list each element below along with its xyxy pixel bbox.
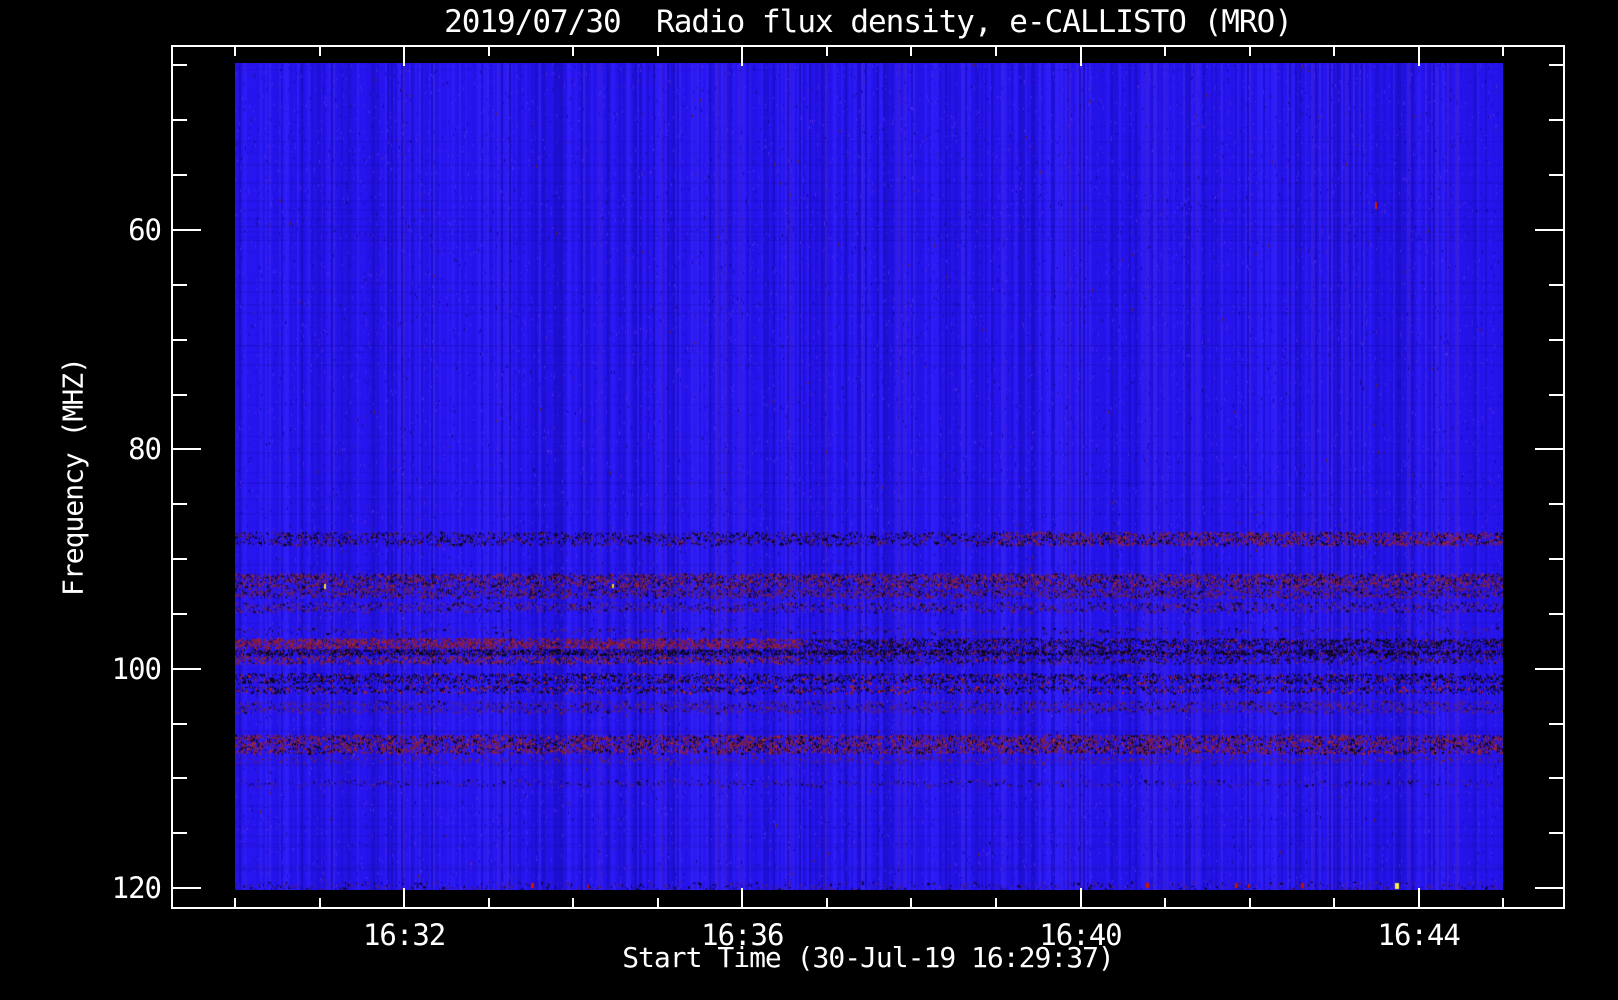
tick-mark (995, 47, 997, 56)
tick-mark (488, 898, 490, 907)
tick-mark (403, 47, 405, 66)
tick-mark (1080, 47, 1082, 66)
tick-mark (1535, 229, 1563, 231)
tick-mark (1549, 503, 1563, 505)
tick-mark (234, 47, 236, 56)
tick-mark (1549, 284, 1563, 286)
y-tick-label: 100 (111, 651, 162, 686)
tick-mark (173, 723, 187, 725)
tick-mark (1549, 174, 1563, 176)
tick-mark (173, 339, 187, 341)
tick-mark (173, 64, 187, 66)
tick-mark (1418, 888, 1420, 907)
x-tick-label: 16:40 (1039, 918, 1122, 952)
chart-title: 2019/07/30 Radio flux density, e-CALLIST… (444, 4, 1293, 40)
tick-mark (910, 898, 912, 907)
tick-mark (1549, 613, 1563, 615)
tick-mark (173, 119, 187, 121)
tick-mark (1549, 119, 1563, 121)
tick-mark (1164, 47, 1166, 56)
tick-mark (173, 229, 201, 231)
tick-mark (173, 668, 201, 670)
tick-mark (1535, 668, 1563, 670)
tick-mark (1418, 47, 1420, 66)
tick-mark (657, 47, 659, 56)
spectrogram-canvas (235, 63, 1503, 890)
tick-mark (1333, 47, 1335, 56)
tick-mark (1502, 898, 1504, 907)
tick-mark (826, 898, 828, 907)
tick-mark (403, 888, 405, 907)
tick-mark (572, 47, 574, 56)
tick-mark (1249, 47, 1251, 56)
tick-mark (319, 898, 321, 907)
y-tick-label: 80 (128, 432, 162, 467)
tick-mark (1549, 777, 1563, 779)
tick-mark (741, 888, 743, 907)
tick-mark (488, 47, 490, 56)
tick-mark (1535, 887, 1563, 889)
tick-mark (173, 394, 187, 396)
tick-mark (1333, 898, 1335, 907)
tick-mark (826, 47, 828, 56)
tick-mark (173, 448, 201, 450)
tick-mark (910, 47, 912, 56)
tick-mark (1549, 558, 1563, 560)
tick-mark (572, 898, 574, 907)
tick-mark (1502, 47, 1504, 56)
tick-mark (173, 284, 187, 286)
y-tick-label: 60 (128, 213, 162, 247)
y-tick-label: 120 (111, 871, 162, 906)
tick-mark (173, 558, 187, 560)
y-axis-title: Frequency (MHZ) (56, 358, 90, 596)
x-axis-title: Start Time (30-Jul-19 16:29:37) (622, 941, 1115, 974)
tick-mark (1164, 898, 1166, 907)
tick-mark (173, 613, 187, 615)
tick-mark (234, 898, 236, 907)
tick-mark (173, 777, 187, 779)
x-tick-label: 16:36 (701, 918, 784, 952)
x-tick-label: 16:32 (362, 918, 446, 952)
tick-mark (319, 47, 321, 56)
tick-mark (173, 887, 201, 889)
x-tick-label: 16:44 (1377, 918, 1461, 952)
tick-mark (1549, 394, 1563, 396)
tick-mark (173, 832, 187, 834)
tick-mark (995, 898, 997, 907)
tick-mark (173, 503, 187, 505)
tick-mark (741, 47, 743, 66)
tick-mark (1249, 898, 1251, 907)
tick-mark (1549, 339, 1563, 341)
tick-mark (1080, 888, 1082, 907)
tick-mark (1549, 832, 1563, 834)
tick-mark (1549, 723, 1563, 725)
tick-mark (657, 898, 659, 907)
tick-mark (1535, 448, 1563, 450)
tick-mark (173, 174, 187, 176)
tick-mark (1549, 64, 1563, 66)
